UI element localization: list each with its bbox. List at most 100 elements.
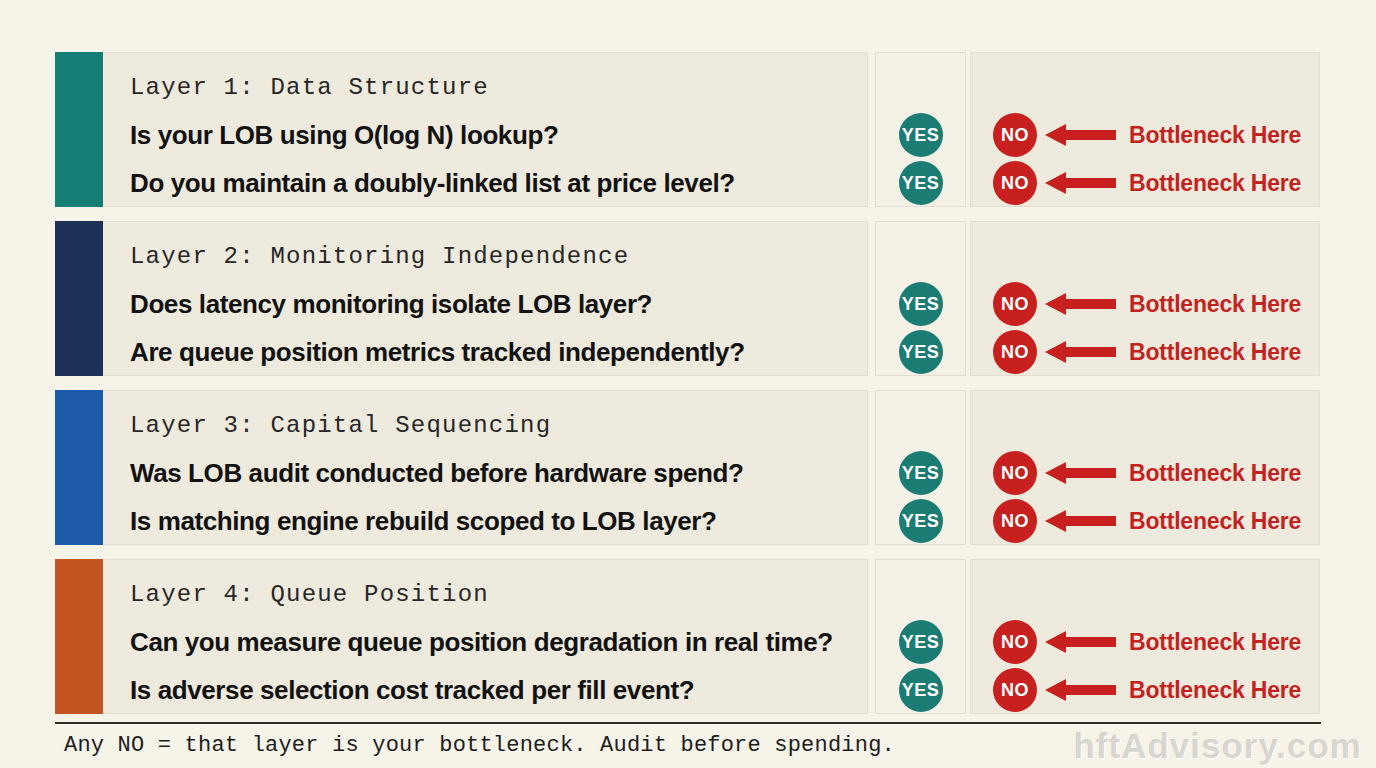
layer-question-1: Can you measure queue position degradati… [130,618,867,666]
no-badge: NO [993,620,1037,664]
bottleneck-cell-2: NO Bottleneck Here [993,328,1319,376]
arrow-shaft [1066,347,1116,357]
bottleneck-column-panel: NO Bottleneck Here NO Bottleneck Here [970,52,1320,207]
left-arrow-icon [1045,172,1116,194]
arrow-head [1045,462,1066,484]
no-badge: NO [993,330,1037,374]
yes-badge: YES [899,282,943,326]
yes-badge: YES [899,499,943,543]
yes-badge: YES [899,161,943,205]
layer-question-panel: Layer 1: Data Structure Is your LOB usin… [103,52,868,207]
arrow-head [1045,293,1066,315]
layer-questions: Does latency monitoring isolate LOB laye… [130,280,867,376]
layer-title: Layer 1: Data Structure [130,71,867,105]
no-badge: NO [993,668,1037,712]
layer-row: Layer 3: Capital Sequencing Was LOB audi… [55,390,1320,545]
layer-questions: Was LOB audit conducted before hardware … [130,449,867,545]
layer-accent-bar [55,52,103,207]
bottleneck-label: Bottleneck Here [1129,291,1301,318]
left-arrow-icon [1045,293,1116,315]
layer-question-1: Is your LOB using O(log N) lookup? [130,111,867,159]
yes-cell-1: YES [899,449,943,497]
layer-question-2: Are queue position metrics tracked indep… [130,328,867,376]
arrow-shaft [1066,637,1116,647]
watermark: hftAdvisory.com [1073,726,1362,766]
bottleneck-cell-1: NO Bottleneck Here [993,618,1319,666]
no-badge: NO [993,282,1037,326]
left-arrow-icon [1045,510,1116,532]
bottleneck-label: Bottleneck Here [1129,170,1301,197]
yes-column-panel: YES YES [875,559,966,714]
layer-question-1: Does latency monitoring isolate LOB laye… [130,280,867,328]
arrow-head [1045,124,1066,146]
bottleneck-label: Bottleneck Here [1129,677,1301,704]
yes-cell-2: YES [899,497,943,545]
footer-note: Any NO = that layer is your bottleneck. … [64,733,895,758]
bottleneck-label: Bottleneck Here [1129,460,1301,487]
bottleneck-column-panel: NO Bottleneck Here NO Bottleneck Here [970,390,1320,545]
arrow-shaft [1066,130,1116,140]
arrow-shaft [1066,178,1116,188]
bottleneck-label: Bottleneck Here [1129,629,1301,656]
bottleneck-column-panel: NO Bottleneck Here NO Bottleneck Here [970,221,1320,376]
layer-title: Layer 2: Monitoring Independence [130,240,867,274]
bottleneck-cell-1: NO Bottleneck Here [993,111,1319,159]
layer-title: Layer 4: Queue Position [130,578,867,612]
yes-cell-1: YES [899,280,943,328]
bottleneck-label: Bottleneck Here [1129,122,1301,149]
layer-questions: Can you measure queue position degradati… [130,618,867,714]
no-badge: NO [993,451,1037,495]
checklist-infographic: Layer 1: Data Structure Is your LOB usin… [0,0,1376,768]
layer-question-2: Is adverse selection cost tracked per fi… [130,666,867,714]
layer-question-panel: Layer 2: Monitoring Independence Does la… [103,221,868,376]
bottleneck-label: Bottleneck Here [1129,339,1301,366]
yes-column-panel: YES YES [875,390,966,545]
bottleneck-cell-2: NO Bottleneck Here [993,666,1319,714]
arrow-head [1045,510,1066,532]
bottleneck-cell-1: NO Bottleneck Here [993,449,1319,497]
yes-badge: YES [899,451,943,495]
no-badge: NO [993,499,1037,543]
layer-question-1: Was LOB audit conducted before hardware … [130,449,867,497]
layer-accent-bar [55,390,103,545]
no-badge: NO [993,113,1037,157]
layer-question-panel: Layer 3: Capital Sequencing Was LOB audi… [103,390,868,545]
arrow-head [1045,679,1066,701]
yes-badge: YES [899,668,943,712]
bottleneck-cell-2: NO Bottleneck Here [993,497,1319,545]
arrow-head [1045,341,1066,363]
yes-cell-1: YES [899,618,943,666]
arrow-shaft [1066,685,1116,695]
left-arrow-icon [1045,679,1116,701]
bottleneck-label: Bottleneck Here [1129,508,1301,535]
yes-cell-2: YES [899,159,943,207]
arrow-shaft [1066,468,1116,478]
left-arrow-icon [1045,341,1116,363]
layer-accent-bar [55,559,103,714]
left-arrow-icon [1045,462,1116,484]
arrow-head [1045,172,1066,194]
layer-row: Layer 1: Data Structure Is your LOB usin… [55,52,1320,207]
layer-questions: Is your LOB using O(log N) lookup? Do yo… [130,111,867,207]
yes-badge: YES [899,330,943,374]
yes-column-panel: YES YES [875,52,966,207]
layer-rows-container: Layer 1: Data Structure Is your LOB usin… [55,52,1320,714]
yes-badge: YES [899,113,943,157]
layer-question-2: Is matching engine rebuild scoped to LOB… [130,497,867,545]
arrow-shaft [1066,516,1116,526]
layer-question-2: Do you maintain a doubly-linked list at … [130,159,867,207]
yes-cell-1: YES [899,111,943,159]
left-arrow-icon [1045,631,1116,653]
bottleneck-column-panel: NO Bottleneck Here NO Bottleneck Here [970,559,1320,714]
bottleneck-cell-2: NO Bottleneck Here [993,159,1319,207]
bottleneck-cell-1: NO Bottleneck Here [993,280,1319,328]
left-arrow-icon [1045,124,1116,146]
layer-row: Layer 2: Monitoring Independence Does la… [55,221,1320,376]
yes-cell-2: YES [899,328,943,376]
layer-question-panel: Layer 4: Queue Position Can you measure … [103,559,868,714]
arrow-head [1045,631,1066,653]
footer-divider [55,722,1321,724]
yes-column-panel: YES YES [875,221,966,376]
layer-row: Layer 4: Queue Position Can you measure … [55,559,1320,714]
arrow-shaft [1066,299,1116,309]
